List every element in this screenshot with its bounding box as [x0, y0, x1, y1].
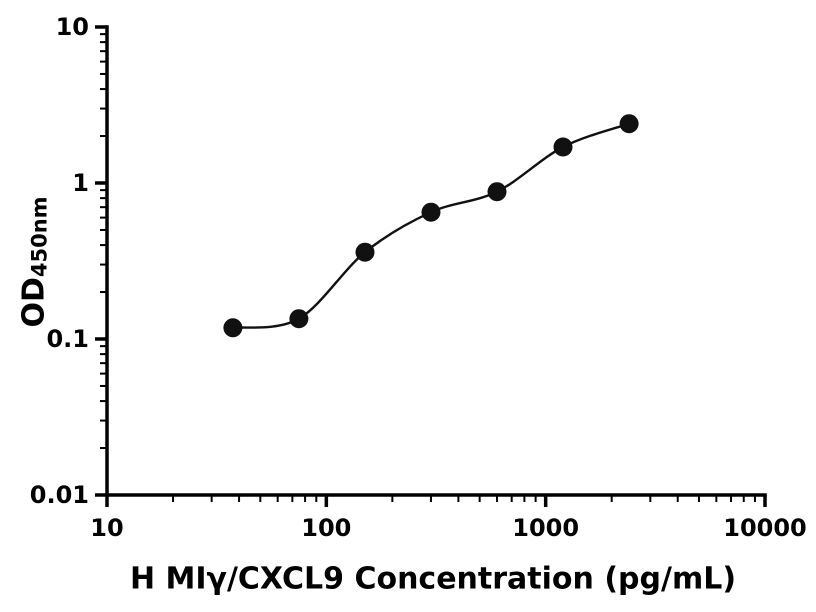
x-axis-title: H MIγ/CXCL9 Concentration (pg/mL) — [129, 561, 737, 597]
y-tick-label: 0.1 — [46, 325, 89, 353]
y-axis-title: OD450nm — [16, 196, 51, 327]
x-tick-label: 1000 — [512, 514, 579, 542]
data-point — [355, 242, 375, 262]
data-point — [289, 309, 309, 329]
y-axis-title-subscript: 450nm — [27, 196, 52, 278]
x-tick-label: 10000 — [723, 514, 807, 542]
fit-curve — [232, 122, 630, 329]
y-tick-label: 1 — [72, 169, 89, 197]
data-point — [421, 202, 441, 222]
y-tick-label: 10 — [56, 13, 89, 41]
y-axis-title-main: OD — [16, 277, 52, 328]
data-point — [553, 137, 573, 157]
data-point — [223, 318, 243, 338]
data-point — [487, 182, 507, 202]
y-tick-label: 0.01 — [30, 481, 89, 509]
x-tick-label: 100 — [301, 514, 351, 542]
axis-spines — [105, 25, 767, 497]
x-tick-label: 10 — [90, 514, 123, 542]
data-point — [619, 114, 639, 134]
